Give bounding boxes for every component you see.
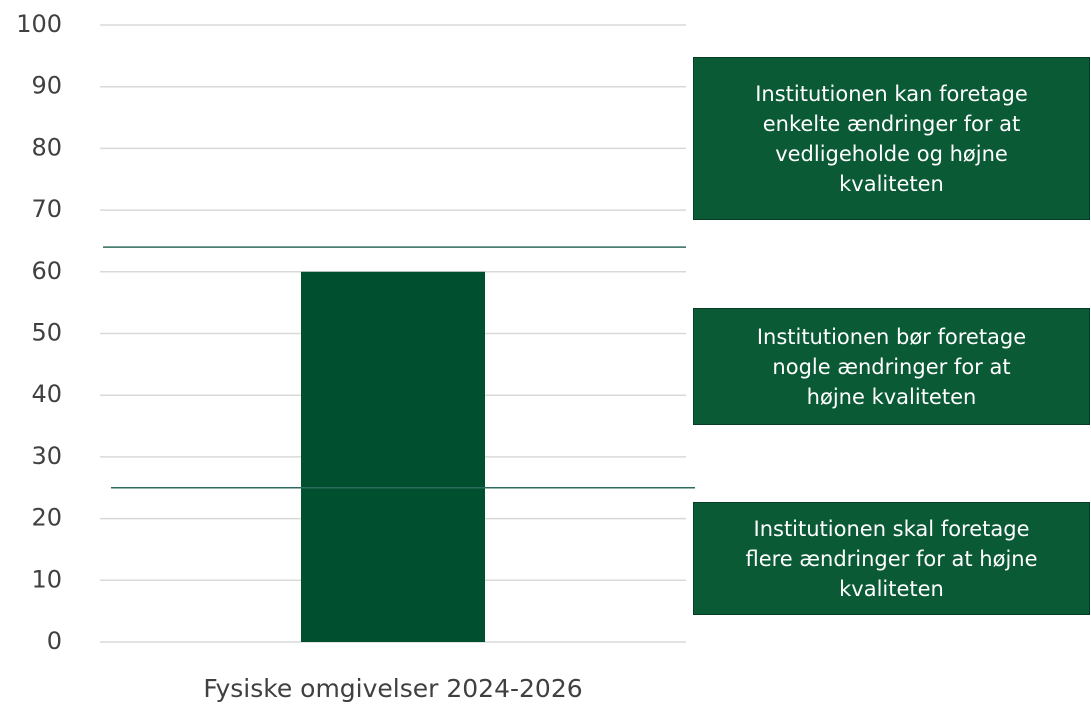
annotation-box: Institutionen bør foretage nogle ændringe…	[693, 308, 1090, 425]
y-tick-label: 100	[16, 10, 62, 38]
y-tick-label: 70	[31, 195, 62, 223]
annotation-box: Institutionen kan foretage enkelte ændrin…	[693, 57, 1090, 220]
annotation-text: flere ændringer for at højne	[745, 546, 1038, 571]
annotation-text: enkelte ændringer for at	[762, 111, 1021, 136]
y-tick-label: 0	[47, 627, 62, 655]
y-tick-label: 10	[31, 565, 62, 593]
annotation-text: vedligeholde og højne	[775, 141, 1008, 166]
annotation-text: Institutionen skal foretage	[753, 516, 1030, 541]
y-tick-label: 20	[31, 504, 62, 532]
y-tick-label: 90	[31, 72, 62, 100]
annotation-text: kvaliteten	[839, 171, 944, 196]
y-tick-label: 40	[31, 380, 62, 408]
y-tick-label: 80	[31, 133, 62, 161]
annotation-text: højne kvaliteten	[806, 384, 977, 409]
annotation-text: kvaliteten	[839, 576, 944, 601]
annotation-text: Institutionen kan foretage	[755, 81, 1028, 106]
annotation-box: Institutionen skal foretage flere ændring…	[693, 502, 1090, 615]
x-tick-label: Fysiske omgivelser 2024-2026	[203, 674, 582, 703]
y-tick-label: 30	[31, 442, 62, 470]
y-tick-label: 60	[31, 257, 62, 285]
annotation-text: Institutionen bør foretage	[756, 324, 1027, 349]
y-tick-label: 50	[31, 319, 62, 347]
bar	[300, 271, 486, 642]
annotation-text: nogle ændringer for at	[772, 354, 1011, 379]
